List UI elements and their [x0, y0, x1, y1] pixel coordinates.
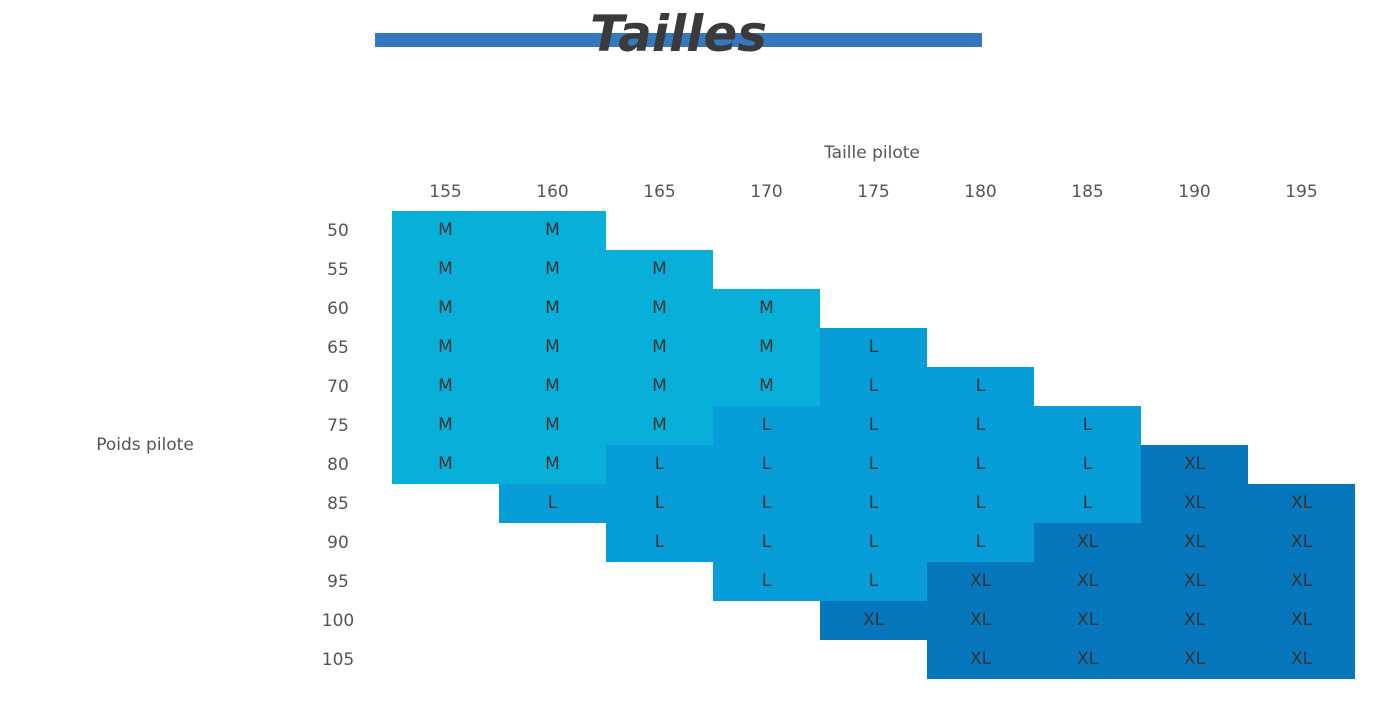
size-cell: XL: [1141, 640, 1248, 679]
size-cell: L: [927, 406, 1034, 445]
row-header: 90: [327, 533, 349, 553]
column-header: 170: [750, 182, 783, 202]
row-header: 70: [327, 377, 349, 397]
size-cell: M: [499, 328, 606, 367]
size-cell: L: [713, 523, 820, 562]
size-cell: L: [1034, 445, 1141, 484]
size-cell: L: [713, 562, 820, 601]
size-cell: L: [820, 367, 927, 406]
size-cell: L: [820, 484, 927, 523]
size-cell: XL: [1034, 640, 1141, 679]
size-cell: M: [606, 250, 713, 289]
size-cell: M: [713, 328, 820, 367]
size-cell: L: [606, 445, 713, 484]
size-cell: M: [499, 367, 606, 406]
size-cell: L: [713, 406, 820, 445]
column-header: 190: [1178, 182, 1211, 202]
size-cell: L: [606, 484, 713, 523]
column-label: Taille pilote: [824, 143, 920, 163]
column-header: 180: [964, 182, 997, 202]
size-cell: L: [1034, 406, 1141, 445]
size-cell: M: [392, 289, 499, 328]
size-cell: L: [713, 484, 820, 523]
row-header: 60: [327, 299, 349, 319]
size-cell: XL: [927, 601, 1034, 640]
size-cell: L: [927, 367, 1034, 406]
size-cell: M: [606, 406, 713, 445]
row-header: 100: [321, 611, 355, 631]
size-cell: L: [820, 523, 927, 562]
size-cell: XL: [1141, 562, 1248, 601]
column-header: 185: [1071, 182, 1104, 202]
size-cell: L: [820, 445, 927, 484]
size-cell: XL: [1248, 523, 1355, 562]
column-header: 195: [1285, 182, 1318, 202]
size-cell: XL: [927, 562, 1034, 601]
row-header: 85: [327, 494, 349, 514]
size-cell: XL: [1248, 640, 1355, 679]
size-cell: L: [499, 484, 606, 523]
size-cell: M: [392, 367, 499, 406]
row-header: 105: [321, 650, 355, 670]
size-cell: L: [1034, 484, 1141, 523]
size-cell: XL: [1141, 523, 1248, 562]
size-cell: M: [392, 328, 499, 367]
column-header: 160: [536, 182, 569, 202]
row-header: 95: [327, 572, 349, 592]
size-cell: M: [713, 367, 820, 406]
size-cell: M: [713, 289, 820, 328]
size-cell: M: [499, 406, 606, 445]
size-cell: L: [927, 445, 1034, 484]
size-cell: L: [820, 406, 927, 445]
column-header: 175: [857, 182, 890, 202]
size-cell: M: [606, 289, 713, 328]
row-header: 55: [327, 260, 349, 280]
column-header: 155: [429, 182, 462, 202]
size-cell: XL: [1248, 562, 1355, 601]
size-cell: M: [606, 328, 713, 367]
row-header: 75: [327, 416, 349, 436]
size-cell: M: [499, 289, 606, 328]
size-cell: XL: [1248, 484, 1355, 523]
size-cell: M: [392, 211, 499, 250]
size-cell: XL: [820, 601, 927, 640]
title-bar: [375, 33, 982, 47]
title: Tailles: [589, 5, 767, 63]
size-cell: M: [499, 211, 606, 250]
row-header: 50: [327, 221, 349, 241]
size-cell: XL: [1141, 445, 1248, 484]
size-cell: XL: [1034, 601, 1141, 640]
size-cell: XL: [1034, 562, 1141, 601]
size-cell: L: [927, 523, 1034, 562]
size-cell: M: [499, 250, 606, 289]
column-header: 165: [643, 182, 676, 202]
size-cell: L: [713, 445, 820, 484]
row-header: 65: [327, 338, 349, 358]
size-cell: XL: [1034, 523, 1141, 562]
size-cell: L: [820, 328, 927, 367]
size-cell: M: [606, 367, 713, 406]
size-cell: M: [392, 445, 499, 484]
size-cell: M: [499, 445, 606, 484]
size-cell: XL: [1248, 601, 1355, 640]
size-cell: L: [820, 562, 927, 601]
size-cell: M: [392, 250, 499, 289]
size-cell: XL: [927, 640, 1034, 679]
size-cell: M: [392, 406, 499, 445]
size-cell: L: [927, 484, 1034, 523]
row-header: 80: [327, 455, 349, 475]
size-cell: L: [606, 523, 713, 562]
size-cell: XL: [1141, 601, 1248, 640]
size-cell: XL: [1141, 484, 1248, 523]
row-label: Poids pilote: [96, 435, 194, 455]
